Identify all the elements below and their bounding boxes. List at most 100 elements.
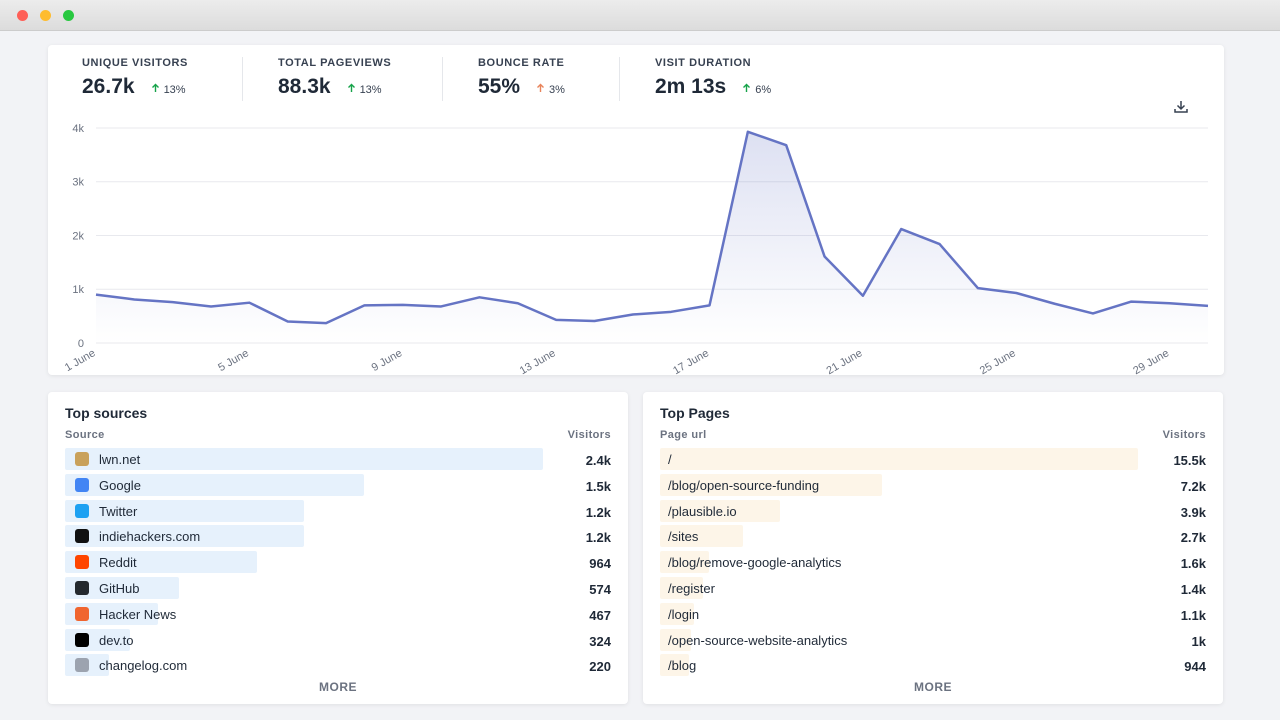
column-header: Page url <box>660 429 707 441</box>
row-value: 220 <box>589 659 611 675</box>
change-arrow <box>347 83 355 92</box>
row-value: 467 <box>589 607 611 623</box>
change-arrow <box>151 83 159 92</box>
row-name: / <box>668 452 672 467</box>
y-tick-label: 1k <box>72 284 84 296</box>
table-row: /sites 2.7k <box>660 525 1206 548</box>
row-name: /plausible.io <box>668 503 737 519</box>
top-pages-card: Top Pages Page url Visitors / 15.5k/blog/ope… <box>643 392 1223 704</box>
x-tick-label: 5 June <box>216 347 251 374</box>
bar <box>65 525 304 548</box>
stat-value: 26.7k <box>82 75 135 98</box>
arrow <box>743 83 751 92</box>
arrow <box>347 83 355 92</box>
stat-label: TOTAL PAGEVIEWS <box>278 57 392 69</box>
source-icon <box>75 477 89 492</box>
bar <box>65 577 180 599</box>
x-tick-label: 17 June <box>671 347 711 375</box>
bar <box>660 602 694 625</box>
more-button[interactable]: MORE <box>319 680 357 694</box>
separator <box>242 57 243 101</box>
stat-value: 55% <box>478 75 521 98</box>
table-row: dev.to 324 <box>65 628 611 651</box>
y-tick-label: 2k <box>72 230 84 242</box>
row-name: /blog <box>668 658 697 674</box>
table-row: GitHub 574 <box>65 577 611 599</box>
bar <box>65 473 364 496</box>
row-name: /register <box>668 581 715 596</box>
row-value: 1.2k <box>585 504 611 520</box>
source-icon <box>75 606 89 621</box>
table-row: /plausible.io 3.9k <box>660 499 1206 522</box>
source-icon <box>75 555 89 570</box>
row-value: 574 <box>589 582 611 597</box>
source-icon <box>75 452 89 466</box>
separator <box>619 57 620 101</box>
stat-change: 3% <box>549 84 565 96</box>
x-tick-label: 13 June <box>518 347 558 375</box>
table-row: /blog/remove-google-analytics 1.6k <box>660 551 1206 574</box>
row-value: 1.1k <box>1180 607 1206 623</box>
row-value: 1.5k <box>585 478 611 494</box>
source-icon <box>75 658 89 673</box>
column-header: Visitors <box>1162 429 1206 441</box>
stat-value: 2m 13s <box>655 75 727 98</box>
stat-label: UNIQUE VISITORS <box>82 57 188 69</box>
row-name: /login <box>668 606 700 622</box>
download-icon[interactable] <box>1173 99 1189 115</box>
y-tick-label: 0 <box>78 338 84 350</box>
stat-label: BOUNCE RATE <box>478 57 565 69</box>
table-row: Hacker News 467 <box>65 602 611 625</box>
row-value: 3.9k <box>1180 504 1206 520</box>
minimize-button[interactable] <box>40 10 51 21</box>
row-name: /sites <box>668 529 699 545</box>
source-icon <box>75 529 89 544</box>
row-name: changelog.com <box>99 658 188 674</box>
maximize-button[interactable] <box>63 10 74 21</box>
source-icon <box>75 581 89 595</box>
more-button[interactable]: MORE <box>914 680 952 694</box>
bar <box>660 628 691 651</box>
row-value: 2.7k <box>1180 530 1206 546</box>
bar <box>660 473 883 496</box>
table-row: lwn.net 2.4k <box>65 448 611 470</box>
x-tick-label: 1 June <box>63 347 98 374</box>
row-name: GitHub <box>99 581 140 596</box>
top-sources-card: Top sources Source Visitors lwn.net 2.4k Goog… <box>48 392 628 704</box>
table-row: Reddit 964 <box>65 551 611 574</box>
x-tick-label: 29 June <box>1131 347 1171 375</box>
separator <box>442 57 443 101</box>
table-row: /open-source-website-analytics 1k <box>660 628 1206 651</box>
close-button[interactable] <box>17 10 28 21</box>
stat: TOTAL PAGEVIEWS 88.3k 13% <box>278 57 391 99</box>
stat-change: 13% <box>163 84 186 96</box>
row-name: /blog/open-source-funding <box>668 477 820 493</box>
arrow <box>151 83 159 92</box>
row-name: dev.to <box>99 632 134 648</box>
x-tick-label: 9 June <box>370 347 405 374</box>
table-row: /blog 944 <box>660 654 1206 677</box>
bar <box>65 499 304 522</box>
stat-label: VISIT DURATION <box>655 57 752 69</box>
row-name: Reddit <box>99 555 137 571</box>
y-tick-label: 4k <box>72 123 84 135</box>
row-name: Twitter <box>99 503 138 519</box>
row-name: Google <box>99 477 141 493</box>
row-value: 1k <box>1191 633 1206 649</box>
row-name: indiehackers.com <box>99 529 201 545</box>
row-name: /open-source-website-analytics <box>668 632 848 648</box>
bar <box>660 525 744 548</box>
bar <box>660 448 1138 470</box>
table-row: indiehackers.com 1.2k <box>65 525 611 548</box>
window-chrome <box>0 0 1280 31</box>
bar <box>660 654 690 677</box>
source-icon <box>75 632 89 647</box>
row-value: 1.4k <box>1180 582 1206 597</box>
column-header: Source <box>65 429 105 441</box>
x-tick-label: 21 June <box>824 347 864 375</box>
bar <box>660 499 781 522</box>
table-row: /login 1.1k <box>660 602 1206 625</box>
x-tick-label: 25 June <box>978 347 1018 375</box>
row-value: 324 <box>589 633 611 649</box>
